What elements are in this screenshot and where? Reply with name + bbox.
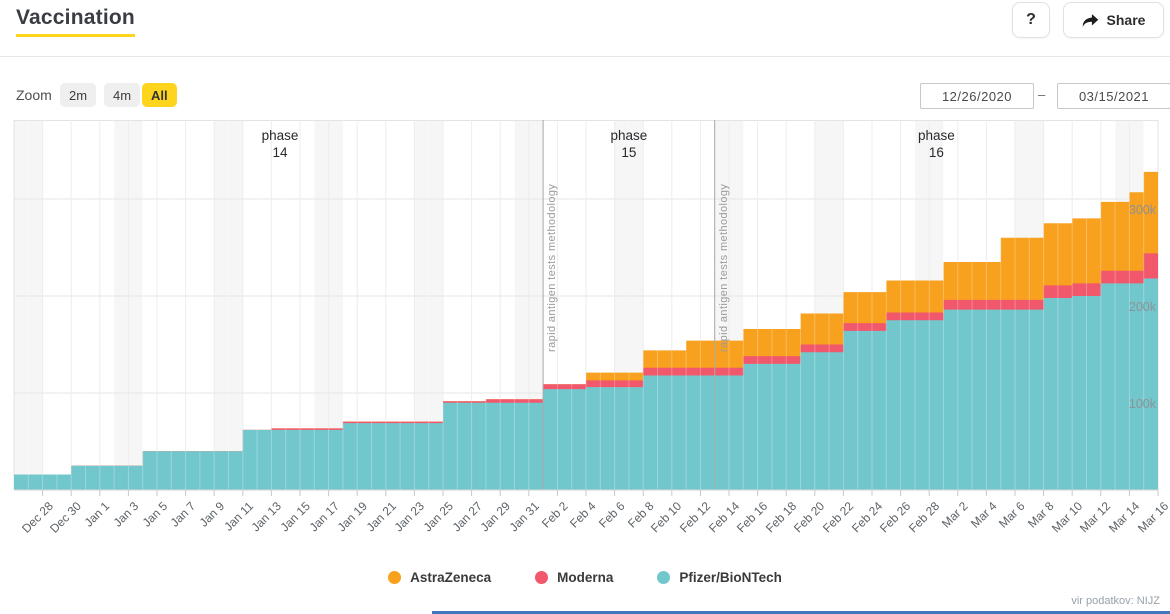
legend-item-astrazeneca[interactable]: AstraZeneca bbox=[388, 570, 491, 585]
x-axis-tick-text: Mar 12 bbox=[1077, 499, 1114, 536]
share-arrow-icon bbox=[1082, 13, 1099, 28]
x-axis-tick-text: Feb 20 bbox=[791, 499, 828, 536]
x-axis-tick-text: Jan 15 bbox=[277, 499, 313, 535]
zoom-label: Zoom bbox=[16, 87, 52, 103]
legend-label: Moderna bbox=[557, 570, 614, 585]
legend-label: Pfizer/BioNTech bbox=[679, 570, 782, 585]
bottom-accent-strip bbox=[432, 611, 1170, 614]
data-source-note: vir podatkov: NIJZ bbox=[1071, 595, 1160, 607]
methodology-change-label: rapid antigen tests methodology bbox=[717, 183, 730, 352]
zoom-range-2m-button[interactable]: 2m bbox=[60, 83, 97, 107]
phase-word: phase bbox=[261, 128, 299, 143]
x-axis-tick-text: Feb 10 bbox=[648, 499, 685, 536]
help-question-icon: ? bbox=[1026, 11, 1036, 28]
x-axis-tick-text: Feb 6 bbox=[595, 499, 628, 531]
date-from-input[interactable] bbox=[920, 83, 1034, 109]
methodology-change-label: rapid antigen tests methodology bbox=[546, 183, 559, 352]
legend-item-pfizer-biontech[interactable]: Pfizer/BioNTech bbox=[657, 570, 782, 585]
share-button-label: Share bbox=[1106, 12, 1146, 28]
x-axis-tick-text: Mar 6 bbox=[996, 499, 1028, 531]
x-axis-tick-text: Feb 14 bbox=[705, 499, 742, 536]
x-axis-tick-text: Feb 16 bbox=[734, 499, 771, 536]
date-range-separator: – bbox=[1038, 87, 1046, 102]
date-to-input[interactable] bbox=[1057, 83, 1170, 109]
x-axis-tick-text: Feb 12 bbox=[676, 499, 714, 536]
x-axis-tick-text: Mar 2 bbox=[939, 499, 971, 531]
x-axis-tick-text: Feb 24 bbox=[848, 499, 885, 536]
phase-annotation-label: phase 15 bbox=[584, 128, 674, 162]
x-axis-tick-text: Dec 28 bbox=[18, 499, 56, 536]
x-axis-tick-text: Jan 11 bbox=[220, 499, 256, 534]
phase-word: phase bbox=[610, 128, 648, 143]
help-button[interactable]: ? bbox=[1012, 2, 1050, 38]
chart-legend: AstraZeneca Moderna Pfizer/BioNTech bbox=[0, 570, 1170, 585]
x-axis-tick-text: Jan 29 bbox=[477, 499, 514, 535]
x-axis-tick-text: Jan 5 bbox=[139, 499, 170, 530]
x-axis-tick-text: Jan 19 bbox=[334, 499, 371, 535]
zoom-range-4m-button[interactable]: 4m bbox=[104, 83, 141, 107]
x-axis-tick-text: Jan 17 bbox=[306, 499, 342, 535]
y-axis-tick-label: 100k bbox=[1128, 397, 1156, 411]
x-axis-tick-text: Jan 21 bbox=[363, 499, 399, 535]
zoom-range-all-button[interactable]: All bbox=[142, 83, 177, 107]
x-axis-tick-text: Jan 27 bbox=[449, 499, 485, 535]
x-axis-tick-text: Feb 2 bbox=[538, 499, 571, 531]
legend-label: AstraZeneca bbox=[410, 570, 492, 585]
x-axis-tick-text: Jan 25 bbox=[420, 499, 456, 535]
x-axis-tick-text: Jan 3 bbox=[110, 499, 142, 530]
chart-canvas bbox=[13, 120, 1159, 496]
phase-word: phase bbox=[917, 128, 955, 143]
phase-annotation-label: phase 16 bbox=[891, 128, 981, 162]
x-axis-tick-text: Mar 16 bbox=[1134, 499, 1170, 536]
x-axis-tick-text: Feb 22 bbox=[819, 499, 857, 536]
phase-number: 14 bbox=[272, 144, 288, 160]
y-axis-tick-label: 300k bbox=[1128, 203, 1156, 217]
x-axis-tick-text: Mar 14 bbox=[1105, 499, 1143, 536]
legend-item-moderna[interactable]: Moderna bbox=[535, 570, 613, 585]
x-axis-tick-text: Jan 31 bbox=[506, 499, 542, 535]
phase-number: 16 bbox=[928, 144, 944, 160]
vaccination-chart-plot[interactable]: phase 14 phase 15 phase 16 rapid antigen tests… bbox=[0, 120, 1170, 536]
x-axis-tick-text: Mar 4 bbox=[967, 499, 1000, 531]
share-button[interactable]: Share bbox=[1063, 2, 1164, 38]
x-axis-tick-text: Feb 28 bbox=[905, 499, 943, 536]
x-axis-tick-text: Dec 30 bbox=[47, 499, 85, 536]
x-axis-tick-text: Feb 26 bbox=[877, 499, 914, 536]
legend-marker-icon bbox=[535, 571, 549, 584]
x-axis-tick-text: Feb 18 bbox=[762, 499, 800, 536]
header-divider bbox=[0, 56, 1170, 57]
x-axis-tick-text: Jan 23 bbox=[391, 499, 428, 535]
x-axis-tick-text: Jan 7 bbox=[167, 499, 199, 530]
legend-marker-icon bbox=[657, 571, 671, 584]
x-axis-tick-text: Mar 10 bbox=[1048, 499, 1086, 536]
x-axis-tick-text: Jan 1 bbox=[82, 499, 113, 530]
y-axis-tick-label: 200k bbox=[1128, 300, 1156, 314]
x-axis-tick-text: Feb 4 bbox=[567, 499, 599, 531]
phase-number: 15 bbox=[621, 144, 637, 160]
page-title: Vaccination bbox=[16, 6, 135, 37]
phase-annotation-label: phase 14 bbox=[235, 128, 325, 162]
x-axis-tick-text: Jan 13 bbox=[248, 499, 285, 535]
legend-marker-icon bbox=[388, 571, 402, 584]
